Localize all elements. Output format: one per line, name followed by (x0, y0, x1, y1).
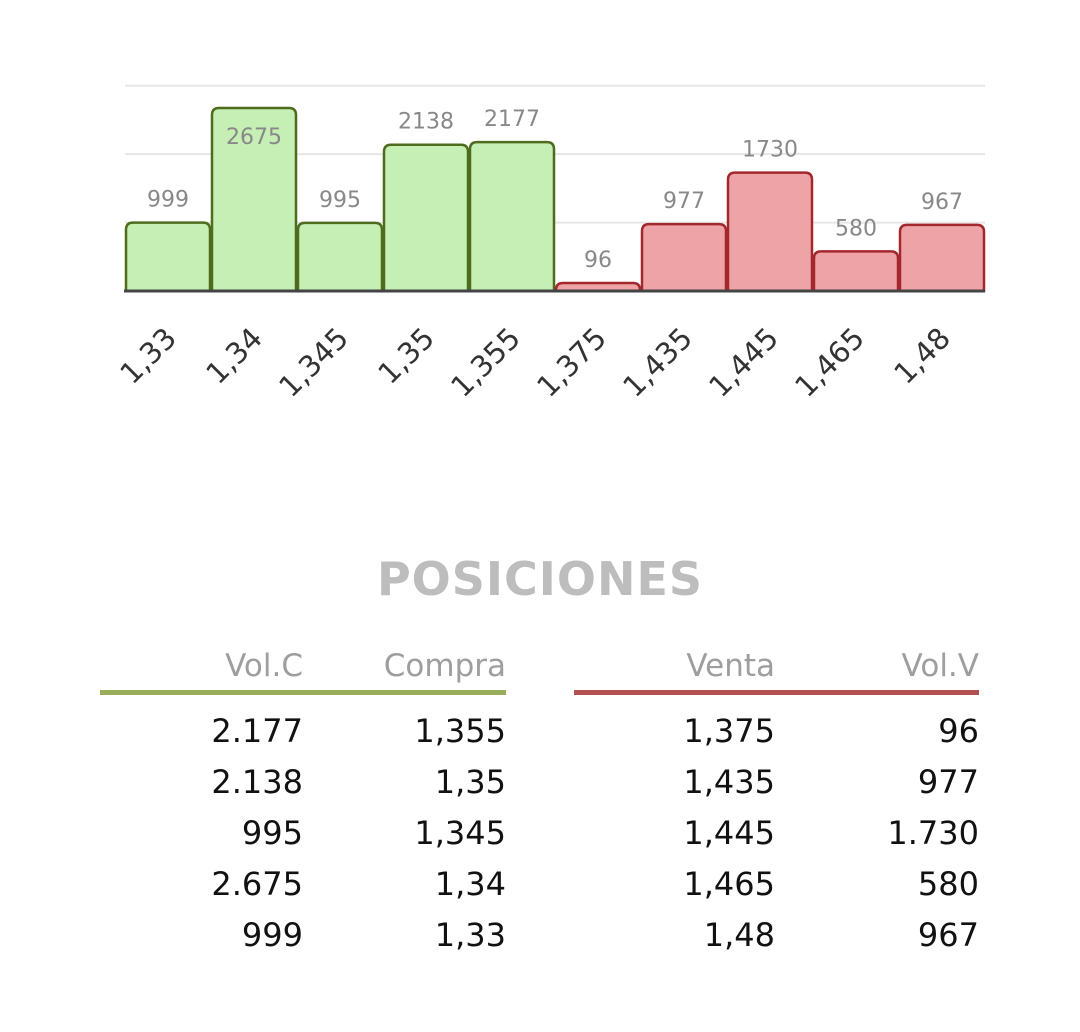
buy-price-cell: 1,345 (414, 814, 506, 852)
x-tick-label: 1,35 (371, 321, 441, 391)
table-row: 1,445 1.730 (574, 807, 979, 858)
buy-price-cell: 1,35 (434, 763, 506, 801)
buy-volume-cell: 999 (241, 916, 303, 954)
table-row: 1,48 967 (574, 909, 979, 960)
order-book-chart: 999 1,33 2675 1,34 995 1,345 2138 1,35 2177 1,355… (113, 84, 986, 404)
buy-price-header: Compra (383, 648, 506, 684)
sell-price-cell: 1,48 (703, 916, 775, 954)
chart-bar (812, 250, 900, 293)
table-row: 2.177 1,355 (100, 705, 506, 756)
bar-value-label: 2177 (484, 107, 540, 132)
chart-bar (124, 221, 212, 293)
bar-value-label: 999 (147, 188, 189, 213)
table-row: 999 1,33 (100, 909, 506, 960)
chart-bar (382, 143, 470, 293)
buy-volume-cell: 2.675 (211, 865, 303, 903)
bar-value-label: 2138 (398, 110, 454, 135)
chart-bar (468, 140, 556, 293)
buy-volume-header: Vol.C (225, 648, 303, 684)
buy-price-cell: 1,34 (434, 865, 506, 903)
table-row: 1,435 977 (574, 756, 979, 807)
sell-price-cell: 1,435 (683, 763, 775, 801)
table-row: 2.675 1,34 (100, 858, 506, 909)
bar-value-label: 580 (835, 216, 877, 241)
buy-table-header: Vol.C Compra (100, 646, 506, 695)
x-tick-label: 1,33 (113, 321, 183, 391)
chart-bar (898, 223, 986, 293)
bar-value-label: 977 (663, 189, 705, 214)
chart-bar (296, 221, 384, 293)
bar-value-label: 967 (921, 190, 963, 215)
table-row: 995 1,345 (100, 807, 506, 858)
sell-price-cell: 1,375 (683, 712, 775, 750)
sell-volume-cell: 1.730 (887, 814, 979, 852)
sell-table-header: Venta Vol.V (574, 646, 979, 695)
sell-volume-cell: 580 (917, 865, 979, 903)
sell-price-header: Venta (686, 648, 775, 684)
bar-value-label: 2675 (226, 125, 282, 150)
sell-volume-cell: 96 (938, 712, 979, 750)
x-tick-label: 1,355 (444, 321, 527, 404)
sell-volume-cell: 967 (917, 916, 979, 954)
table-row: 1,375 96 (574, 705, 979, 756)
table-row: 2.138 1,35 (100, 756, 506, 807)
chart-bar (726, 171, 814, 293)
table-row: 1,465 580 (574, 858, 979, 909)
buy-volume-cell: 995 (241, 814, 303, 852)
sell-price-cell: 1,445 (683, 814, 775, 852)
bar-value-label: 1730 (742, 138, 798, 163)
sell-price-cell: 1,465 (683, 865, 775, 903)
x-tick-label: 1,465 (788, 321, 871, 404)
buy-volume-cell: 2.177 (211, 712, 303, 750)
chart-bar (554, 281, 642, 293)
x-tick-label: 1,435 (616, 321, 699, 404)
sell-positions-table: Venta Vol.V 1,375 96 1,435 977 1,445 1.7… (574, 646, 979, 960)
section-title: POSICIONES (376, 552, 704, 606)
x-tick-label: 1,34 (199, 321, 269, 391)
x-tick-label: 1,445 (702, 321, 785, 404)
sell-volume-cell: 977 (917, 763, 979, 801)
chart-bar (210, 106, 298, 293)
x-tick-label: 1,345 (272, 321, 355, 404)
buy-volume-cell: 2.138 (211, 763, 303, 801)
bar-value-label: 995 (319, 188, 361, 213)
bar-value-label: 96 (584, 248, 612, 273)
buy-price-cell: 1,33 (434, 916, 506, 954)
chart-bar (640, 222, 728, 293)
x-tick-label: 1,48 (887, 321, 957, 391)
buy-price-cell: 1,355 (414, 712, 506, 750)
sell-volume-header: Vol.V (901, 648, 979, 684)
x-tick-label: 1,375 (530, 321, 613, 404)
buy-positions-table: Vol.C Compra 2.177 1,355 2.138 1,35 995 … (100, 646, 506, 960)
